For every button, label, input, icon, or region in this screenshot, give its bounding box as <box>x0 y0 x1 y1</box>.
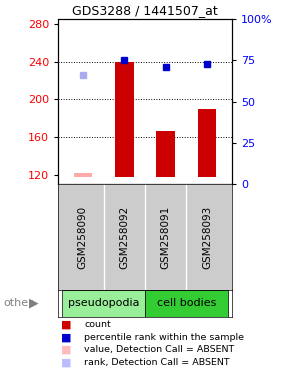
Text: other: other <box>3 298 33 308</box>
Title: GDS3288 / 1441507_at: GDS3288 / 1441507_at <box>72 3 218 17</box>
Text: cell bodies: cell bodies <box>157 298 216 308</box>
Text: pseudopodia: pseudopodia <box>68 298 139 308</box>
Text: GSM258093: GSM258093 <box>202 205 212 269</box>
Bar <box>156 131 175 177</box>
Text: GSM258091: GSM258091 <box>161 205 171 269</box>
Bar <box>62 290 145 317</box>
Bar <box>74 173 92 177</box>
Text: GSM258092: GSM258092 <box>119 205 129 269</box>
Text: ■: ■ <box>61 319 71 329</box>
Text: ■: ■ <box>61 332 71 342</box>
Text: value, Detection Call = ABSENT: value, Detection Call = ABSENT <box>84 345 234 354</box>
Text: ■: ■ <box>61 358 71 367</box>
Bar <box>115 62 134 177</box>
Text: percentile rank within the sample: percentile rank within the sample <box>84 333 244 342</box>
Text: ▶: ▶ <box>28 296 38 309</box>
Text: count: count <box>84 320 111 329</box>
Bar <box>145 290 228 317</box>
Text: rank, Detection Call = ABSENT: rank, Detection Call = ABSENT <box>84 358 230 367</box>
Bar <box>198 109 216 177</box>
Text: GSM258090: GSM258090 <box>78 205 88 269</box>
Text: ■: ■ <box>61 345 71 355</box>
